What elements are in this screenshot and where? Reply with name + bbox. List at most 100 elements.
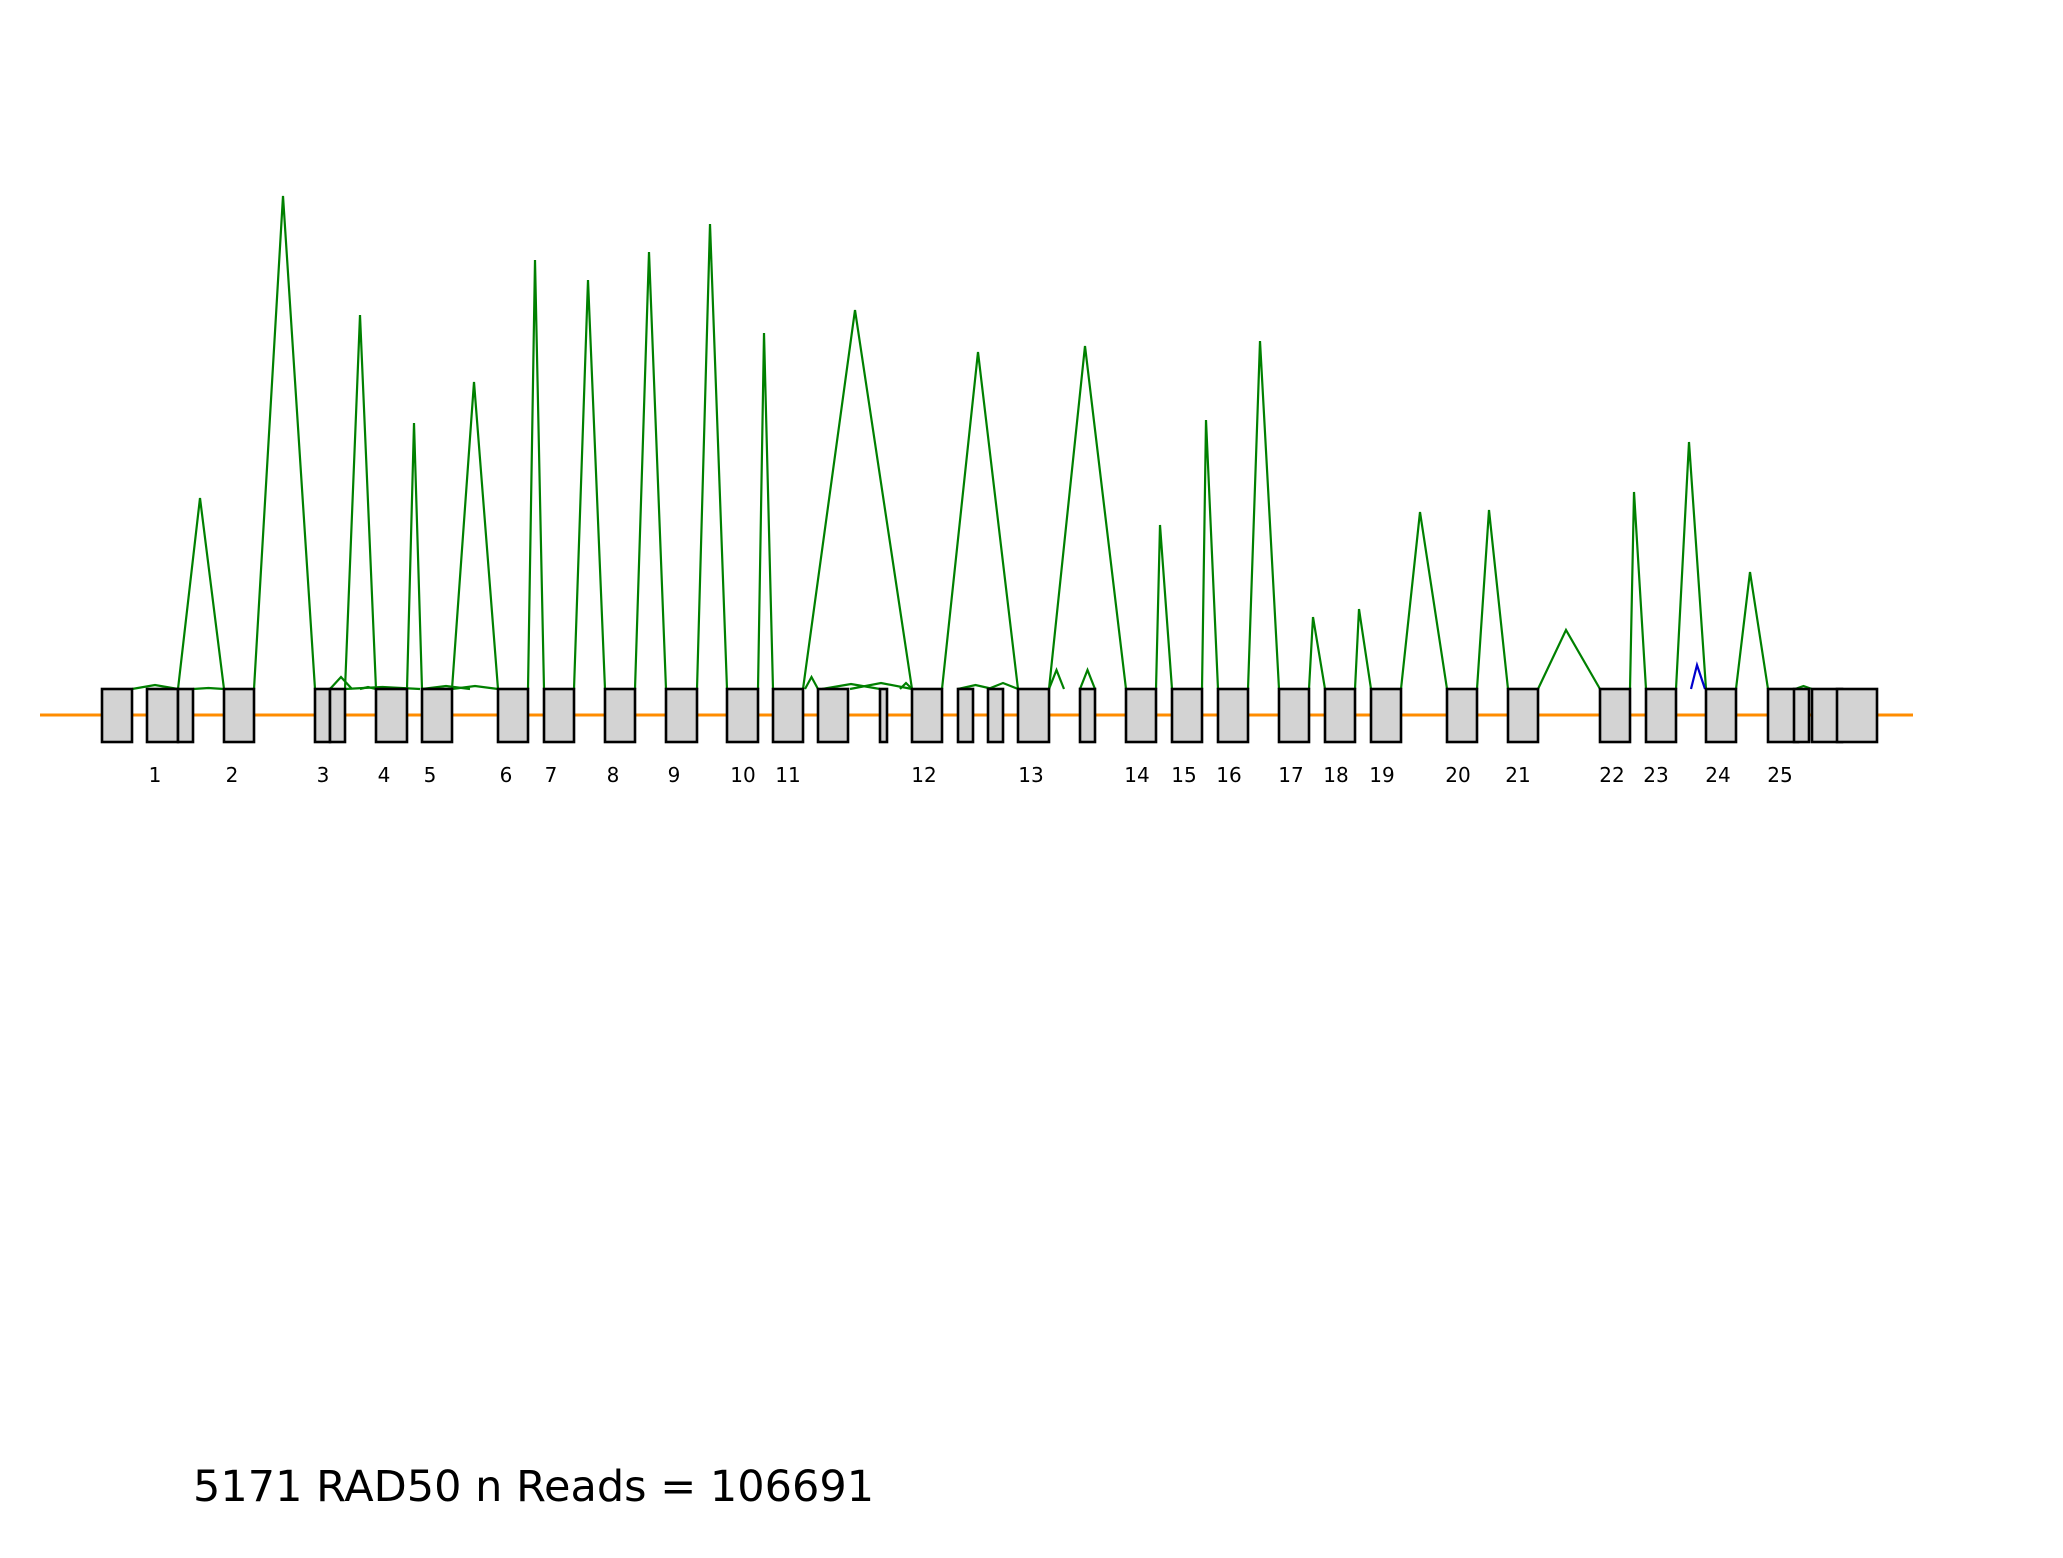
exon-label: 25 <box>1767 763 1792 787</box>
exon-box <box>956 687 975 744</box>
exon-box <box>816 687 850 744</box>
exon-label: 8 <box>607 763 620 787</box>
splice-junction-arc <box>1246 340 1281 690</box>
minor-junction-arc <box>451 684 499 691</box>
exon-boxes <box>100 687 1879 744</box>
splice-junction-arc <box>1047 345 1128 690</box>
exon-label: 13 <box>1018 763 1043 787</box>
exon-box <box>542 687 576 744</box>
exon-box <box>1644 687 1678 744</box>
read-count-value: 106691 <box>709 1462 875 1512</box>
splice-junction-arc <box>1475 509 1510 690</box>
exon-box <box>986 687 1005 744</box>
splice-junction-arc <box>801 309 914 690</box>
splice-junction-arc <box>756 332 775 690</box>
minor-junction-arc <box>899 681 913 690</box>
exon-box <box>1704 687 1738 744</box>
splice-junction-arc <box>1537 627 1601 690</box>
exon-label: 7 <box>545 763 558 787</box>
exon-box <box>1598 687 1632 744</box>
exon-box <box>100 687 134 744</box>
exon-box <box>1170 687 1204 744</box>
exon-box <box>664 687 699 744</box>
splice-junction-arc <box>1399 511 1449 690</box>
exon-box <box>1124 687 1158 744</box>
reads-label: n Reads = <box>475 1462 697 1512</box>
minor-junction-arc <box>1047 667 1066 690</box>
exon-box <box>176 687 195 744</box>
exon-label: 6 <box>500 763 513 787</box>
exon-label: 11 <box>775 763 800 787</box>
exon-box <box>603 687 637 744</box>
exon-box <box>1369 687 1403 744</box>
exon-box <box>725 687 760 744</box>
exon-label: 24 <box>1705 763 1730 787</box>
minor-junction-arc <box>131 683 179 691</box>
exon-label: 19 <box>1369 763 1394 787</box>
exon-box <box>145 687 180 744</box>
exon-label: 22 <box>1599 763 1624 787</box>
splice-junction-arc <box>940 351 1020 690</box>
splice-junction-arc <box>1353 608 1373 690</box>
splice-junction-arc <box>695 223 729 690</box>
exon-labels: 1 2 3 4 5 6 7 8 9 10 11 12 13 14 15 16 17 18 19 20 21 22 23 24 2… <box>149 763 1793 787</box>
splice-junction-arc <box>252 195 317 690</box>
exon-label: 18 <box>1323 763 1348 787</box>
exon-box <box>1277 687 1311 744</box>
splice-junction-arc <box>405 422 424 690</box>
splice-junction-arc <box>1689 661 1707 690</box>
gene-name: RAD50 <box>316 1462 462 1512</box>
exon-label: 10 <box>730 763 755 787</box>
minor-junction-arc <box>821 682 881 691</box>
exon-box <box>496 687 530 744</box>
minor-junction-arc <box>329 675 353 690</box>
exon-box <box>313 687 332 744</box>
exon-label: 5 <box>424 763 437 787</box>
exon-box <box>1445 687 1479 744</box>
exon-box <box>1835 687 1879 744</box>
exon-box <box>1016 687 1051 744</box>
exon-label: 1 <box>149 763 162 787</box>
minor-junction-arc <box>957 683 994 691</box>
junction-arcs <box>131 195 1813 691</box>
splice-junction-arc <box>1154 524 1174 690</box>
splice-junction-arc <box>526 259 546 690</box>
exon-box <box>878 687 889 744</box>
exon-label: 14 <box>1124 763 1149 787</box>
exon-box <box>374 687 409 744</box>
minor-junction-arc <box>192 686 225 691</box>
exon-label: 12 <box>911 763 936 787</box>
minor-junction-arc <box>1078 667 1097 690</box>
exon-box <box>1078 687 1097 744</box>
exon-label: 4 <box>378 763 391 787</box>
splice-junction-arc <box>450 381 500 690</box>
exon-label: 9 <box>668 763 681 787</box>
exon-box <box>771 687 805 744</box>
splice-junction-arc <box>176 497 226 690</box>
exon-box <box>1506 687 1540 744</box>
minor-junction-arc <box>804 674 819 690</box>
splice-junction-arc <box>1200 419 1220 690</box>
exon-label: 20 <box>1445 763 1470 787</box>
splice-junction-arc <box>343 314 378 690</box>
exon-box <box>910 687 944 744</box>
splice-junction-arc <box>1674 441 1708 690</box>
splice-junction-arc <box>1734 571 1770 690</box>
splice-junction-arc <box>1628 491 1648 690</box>
exon-box <box>420 687 454 744</box>
splice-junction-arc <box>572 279 607 690</box>
exon-label: 17 <box>1278 763 1303 787</box>
exon-label: 3 <box>317 763 330 787</box>
exon-box <box>1323 687 1357 744</box>
exon-label: 2 <box>226 763 239 787</box>
exon-label: 15 <box>1171 763 1196 787</box>
exon-box <box>328 687 347 744</box>
splice-junction-arc <box>1307 616 1327 690</box>
exon-label: 23 <box>1643 763 1668 787</box>
exon-label: 16 <box>1216 763 1241 787</box>
minor-junction-arc <box>987 681 1019 691</box>
splice-junction-arc <box>633 251 668 690</box>
exon-label: 21 <box>1505 763 1530 787</box>
read-count-caption: 5171 RAD50 n Reads = 106691 <box>193 1462 874 1512</box>
